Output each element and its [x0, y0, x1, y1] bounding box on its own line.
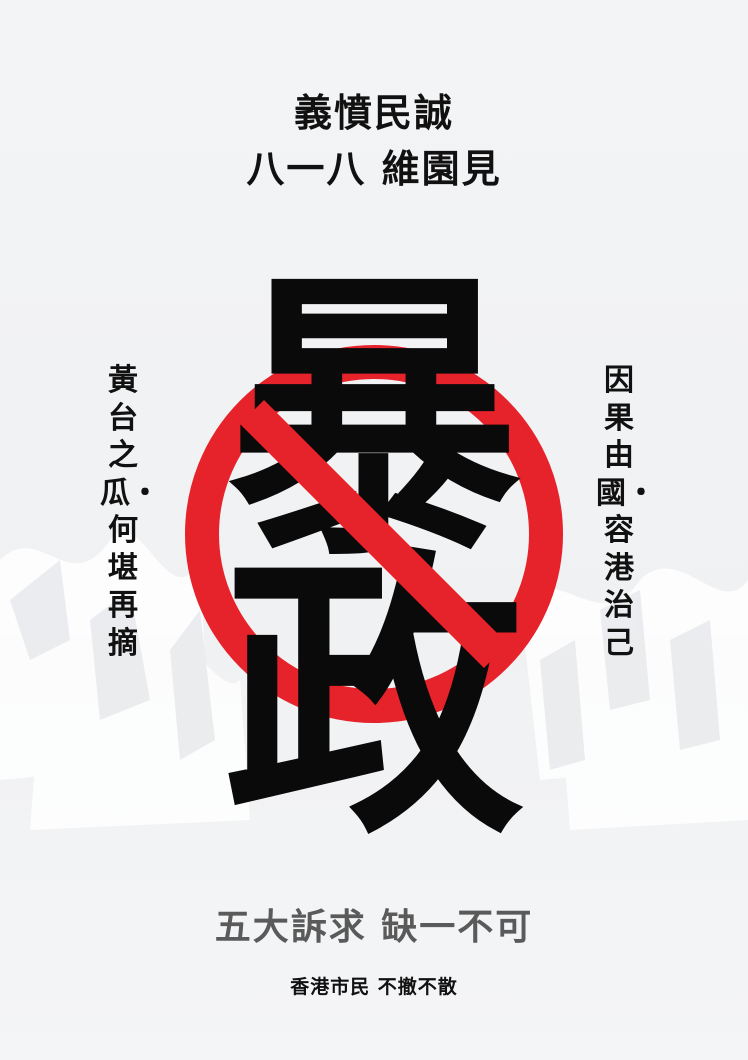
right-vertical-slogan: 因果由國・容港治己 [596, 363, 656, 661]
five-demands-slogan: 五大訴求 缺一不可 [214, 907, 534, 948]
headline-line-1: 義憤民誠 [293, 91, 454, 135]
footer-slogan: 香港市民 不撤不散 [290, 976, 458, 998]
headline-line-2: 八一八 維園見 [246, 147, 502, 191]
big-character-bottom: 政 [224, 521, 524, 874]
left-vertical-slogan: 黃台之瓜・何堪再摘 [100, 363, 160, 661]
